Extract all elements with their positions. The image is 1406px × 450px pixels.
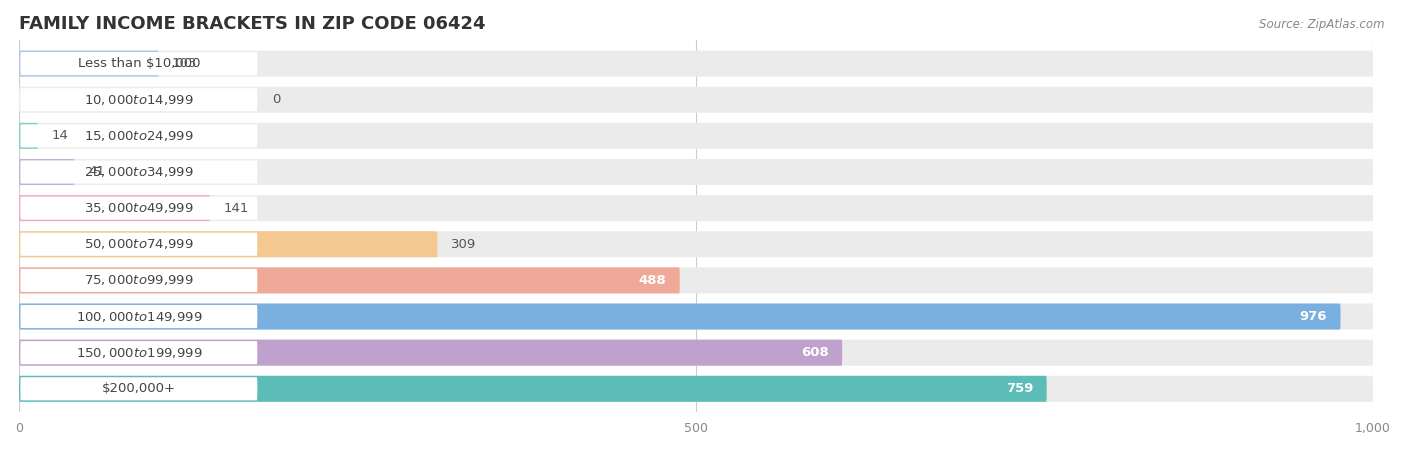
FancyBboxPatch shape xyxy=(20,376,1374,402)
FancyBboxPatch shape xyxy=(20,305,257,328)
FancyBboxPatch shape xyxy=(20,233,257,256)
Text: 103: 103 xyxy=(172,57,197,70)
FancyBboxPatch shape xyxy=(20,195,1374,221)
Text: $10,000 to $14,999: $10,000 to $14,999 xyxy=(84,93,194,107)
Text: 141: 141 xyxy=(224,202,249,215)
Text: $25,000 to $34,999: $25,000 to $34,999 xyxy=(84,165,194,179)
FancyBboxPatch shape xyxy=(20,87,1374,113)
FancyBboxPatch shape xyxy=(20,50,1374,76)
Text: 309: 309 xyxy=(451,238,477,251)
Text: $35,000 to $49,999: $35,000 to $49,999 xyxy=(84,201,194,215)
Text: 14: 14 xyxy=(52,129,69,142)
FancyBboxPatch shape xyxy=(20,123,1374,149)
FancyBboxPatch shape xyxy=(20,376,1046,402)
Text: Source: ZipAtlas.com: Source: ZipAtlas.com xyxy=(1260,18,1385,31)
FancyBboxPatch shape xyxy=(20,303,1374,329)
Text: $15,000 to $24,999: $15,000 to $24,999 xyxy=(84,129,194,143)
Text: 759: 759 xyxy=(1005,382,1033,395)
FancyBboxPatch shape xyxy=(20,267,679,293)
FancyBboxPatch shape xyxy=(20,231,1374,257)
FancyBboxPatch shape xyxy=(20,124,257,148)
FancyBboxPatch shape xyxy=(20,52,257,75)
FancyBboxPatch shape xyxy=(20,269,257,292)
Text: 976: 976 xyxy=(1299,310,1327,323)
Text: $200,000+: $200,000+ xyxy=(101,382,176,395)
FancyBboxPatch shape xyxy=(20,195,209,221)
FancyBboxPatch shape xyxy=(20,303,1340,329)
FancyBboxPatch shape xyxy=(20,50,159,76)
FancyBboxPatch shape xyxy=(20,123,38,149)
FancyBboxPatch shape xyxy=(20,267,1374,293)
FancyBboxPatch shape xyxy=(20,340,1374,366)
FancyBboxPatch shape xyxy=(20,341,257,364)
Text: $100,000 to $149,999: $100,000 to $149,999 xyxy=(76,310,202,324)
FancyBboxPatch shape xyxy=(20,340,842,366)
Text: $75,000 to $99,999: $75,000 to $99,999 xyxy=(84,274,194,288)
FancyBboxPatch shape xyxy=(20,88,257,111)
Text: 0: 0 xyxy=(273,93,281,106)
FancyBboxPatch shape xyxy=(20,159,75,185)
Text: Less than $10,000: Less than $10,000 xyxy=(77,57,200,70)
FancyBboxPatch shape xyxy=(20,197,257,220)
FancyBboxPatch shape xyxy=(20,231,437,257)
Text: $50,000 to $74,999: $50,000 to $74,999 xyxy=(84,237,194,251)
Text: FAMILY INCOME BRACKETS IN ZIP CODE 06424: FAMILY INCOME BRACKETS IN ZIP CODE 06424 xyxy=(20,15,485,33)
FancyBboxPatch shape xyxy=(20,377,257,400)
FancyBboxPatch shape xyxy=(20,159,1374,185)
Text: 488: 488 xyxy=(638,274,666,287)
Text: 608: 608 xyxy=(801,346,828,359)
FancyBboxPatch shape xyxy=(20,161,257,184)
Text: $150,000 to $199,999: $150,000 to $199,999 xyxy=(76,346,202,360)
Text: 41: 41 xyxy=(89,166,105,179)
